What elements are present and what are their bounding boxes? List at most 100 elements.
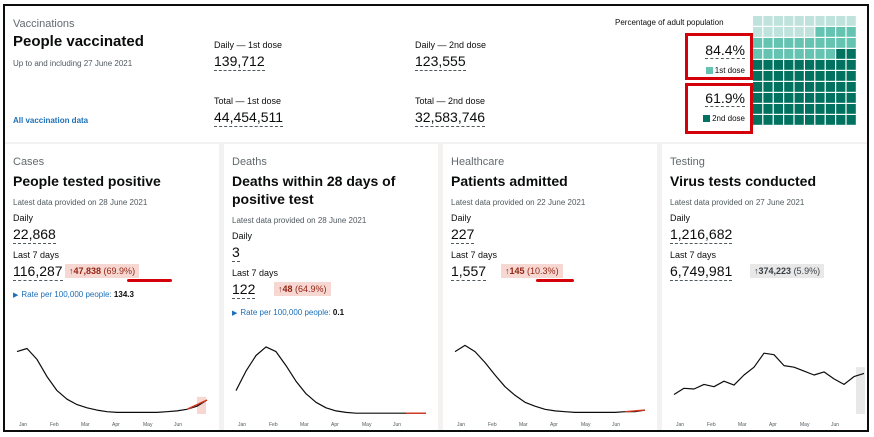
month-tick-label: Jan — [238, 422, 246, 428]
month-tick-label: Apr — [112, 422, 120, 428]
waffle-cell — [846, 104, 856, 114]
month-tick-label: Feb — [50, 422, 59, 428]
month-tick-label: Feb — [707, 422, 716, 428]
waffle-cell — [753, 115, 763, 125]
waffle-cell — [805, 82, 815, 92]
waffle-cell — [815, 38, 825, 48]
waffle-cell — [784, 115, 794, 125]
waffle-cell — [794, 82, 804, 92]
triangle-right-icon: ▶ — [232, 310, 238, 317]
waffle-cell — [805, 38, 815, 48]
waffle-cell — [784, 93, 794, 103]
waffle-cell — [763, 82, 773, 92]
waffle-cell — [825, 38, 835, 48]
waffle-cell — [794, 115, 804, 125]
last-7-days-value: 1,557 — [451, 263, 487, 281]
waffle-cell — [763, 38, 773, 48]
waffle-cell — [763, 16, 773, 26]
daily-first-dose-label: Daily — 1st dose — [214, 40, 283, 50]
waffle-cell — [836, 104, 846, 114]
second-dose-legend-label: 2nd dose — [712, 114, 745, 123]
total-second-dose-label: Total — 2nd dose — [415, 96, 486, 106]
waffle-cell — [825, 93, 835, 103]
waffle-cell — [805, 16, 815, 26]
waffle-cell — [773, 16, 783, 26]
waffle-cell — [815, 27, 825, 37]
daily-value: 227 — [451, 226, 475, 244]
waffle-cell — [815, 82, 825, 92]
waffle-cell — [784, 38, 794, 48]
rate-per-100k[interactable]: ▶ Rate per 100,000 people: 134.3 — [13, 290, 134, 299]
waffle-cell — [805, 49, 815, 59]
sparkline-chart: Jan Feb Mar Apr May Jun — [235, 346, 426, 428]
waffle-cell — [773, 27, 783, 37]
change-value: 145 — [509, 266, 525, 276]
vaccination-waffle-chart — [753, 16, 856, 125]
highlight-cases-change — [127, 279, 172, 282]
waffle-cell — [836, 38, 846, 48]
waffle-cell — [763, 93, 773, 103]
waffle-cell — [805, 104, 815, 114]
first-dose-percent: 84.4% — [705, 42, 745, 59]
month-tick-label: Mar — [300, 422, 309, 428]
month-tick-label: Jun — [393, 422, 401, 428]
waffle-cell — [753, 93, 763, 103]
vaccinations-caption: Vaccinations — [13, 18, 75, 30]
waffle-cell — [773, 49, 783, 59]
change-badge: ↑47,838 (69.9%) — [65, 264, 140, 278]
sparkline-chart: Jan Feb Mar Apr May Jun — [673, 352, 865, 428]
rate-value: 134.3 — [113, 290, 134, 299]
waffle-cell — [753, 49, 763, 59]
waffle-cell — [846, 38, 856, 48]
waffle-cell — [784, 71, 794, 81]
waffle-cell — [753, 60, 763, 70]
waffle-cell — [836, 71, 846, 81]
daily-second-dose-value: 123,555 — [415, 53, 466, 71]
waffle-cell — [753, 104, 763, 114]
waffle-cell — [773, 60, 783, 70]
last-7-days-label: Last 7 days — [451, 250, 498, 260]
waffle-cell — [763, 60, 773, 70]
waffle-cell — [784, 16, 794, 26]
waffle-cell — [836, 49, 846, 59]
sparkline-line — [16, 347, 208, 413]
waffle-cell — [846, 115, 856, 125]
month-tick-label: May — [143, 422, 153, 428]
waffle-cell — [825, 71, 835, 81]
month-tick-label: Jan — [457, 422, 465, 428]
waffle-cell — [763, 104, 773, 114]
daily-label: Daily — [451, 213, 472, 223]
waffle-cell — [815, 16, 825, 26]
card-updated: Latest data provided on 27 June 2021 — [670, 198, 805, 207]
daily-value: 3 — [232, 244, 240, 262]
up-arrow-icon: ↑ — [505, 266, 510, 276]
card-title: Deaths within 28 days of — [232, 173, 396, 189]
card-title: People tested positive — [13, 173, 161, 189]
waffle-cell — [815, 104, 825, 114]
waffle-cell — [846, 16, 856, 26]
sparkline-line — [454, 344, 646, 413]
card-cases: Cases People tested positive Latest data… — [5, 144, 219, 430]
month-tick-label: Apr — [550, 422, 558, 428]
month-tick-label: Mar — [519, 422, 528, 428]
waffle-cell — [773, 93, 783, 103]
rate-per-100k[interactable]: ▶ Rate per 100,000 people: 0.1 — [232, 308, 344, 317]
waffle-cell — [825, 104, 835, 114]
month-tick-label: Jun — [612, 422, 620, 428]
triangle-right-icon: ▶ — [13, 292, 19, 299]
second-dose-swatch — [703, 115, 711, 123]
all-vaccination-data-link[interactable]: All vaccination data — [13, 116, 89, 125]
card-healthcare: Healthcare Patients admitted Latest data… — [443, 144, 657, 430]
waffle-cell — [846, 60, 856, 70]
waffle-cell — [846, 49, 856, 59]
change-badge: ↑48 (64.9%) — [274, 282, 331, 296]
daily-label: Daily — [232, 231, 253, 241]
waffle-cell — [794, 93, 804, 103]
waffle-cell — [753, 27, 763, 37]
waffle-cell — [836, 16, 846, 26]
waffle-cell — [805, 93, 815, 103]
change-value: 374,223 — [758, 266, 792, 276]
daily-value: 1,216,682 — [670, 226, 733, 244]
month-tick-label: Jan — [676, 422, 684, 428]
waffle-cell — [753, 71, 763, 81]
